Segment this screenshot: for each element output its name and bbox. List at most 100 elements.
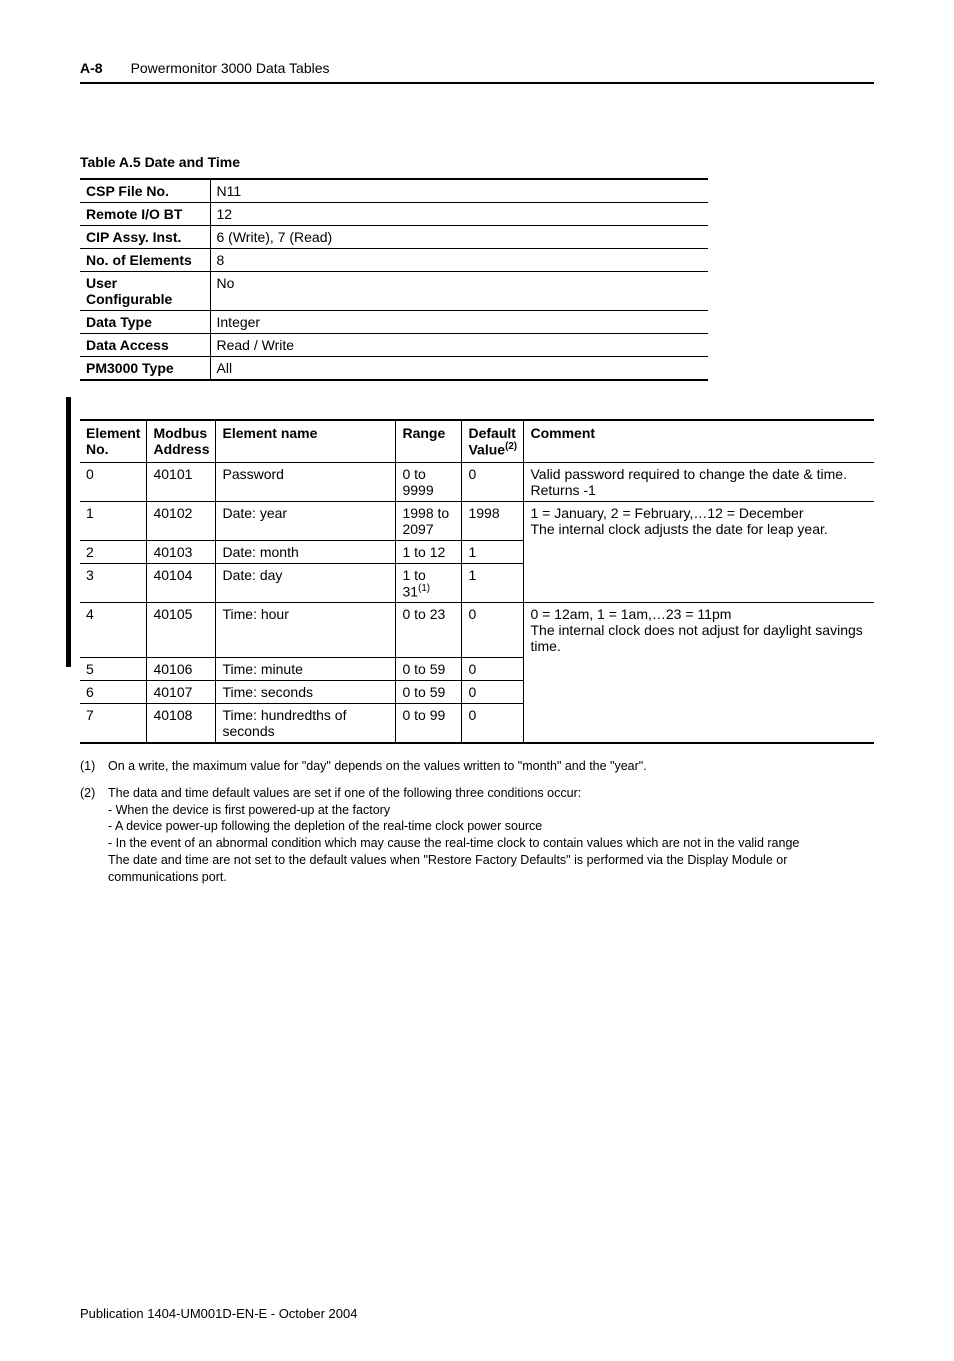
cell-comment	[524, 657, 874, 680]
meta-value: 8	[210, 249, 708, 272]
cell-comment	[524, 703, 874, 743]
cell-element-no: 7	[80, 703, 147, 743]
cell-range: 0 to 23	[396, 603, 462, 658]
cell-name: Time: seconds	[216, 680, 396, 703]
col-element-name: Element name	[216, 420, 396, 462]
col-element-no: Element No.	[80, 420, 147, 462]
col-default-value: Default Value(2)	[462, 420, 524, 462]
table-row: 5 40106 Time: minute 0 to 59 0	[80, 657, 874, 680]
cell-modbus: 40106	[147, 657, 216, 680]
cell-name: Time: hundredths of seconds	[216, 703, 396, 743]
header-rule	[80, 82, 874, 84]
table-row: Data AccessRead / Write	[80, 334, 708, 357]
cell-range: 0 to 99	[396, 703, 462, 743]
cell-comment	[524, 563, 874, 603]
meta-label: User Configurable	[80, 272, 210, 311]
meta-label: CSP File No.	[80, 179, 210, 203]
cell-modbus: 40103	[147, 540, 216, 563]
cell-element-no: 2	[80, 540, 147, 563]
cell-element-no: 3	[80, 563, 147, 603]
cell-modbus: 40105	[147, 603, 216, 658]
cell-comment: 0 = 12am, 1 = 1am,…23 = 11pm The interna…	[524, 603, 874, 658]
cell-range: 0 to 59	[396, 680, 462, 703]
col-comment: Comment	[524, 420, 874, 462]
metadata-table: CSP File No.N11 Remote I/O BT12 CIP Assy…	[80, 178, 708, 381]
table-row: PM3000 TypeAll	[80, 357, 708, 381]
table-row: 4 40105 Time: hour 0 to 23 0 0 = 12am, 1…	[80, 603, 874, 658]
table-row: 3 40104 Date: day 1 to 31(1) 1	[80, 563, 874, 603]
cell-name: Password	[216, 462, 396, 501]
footnote: (2) The data and time default values are…	[80, 785, 874, 886]
footnote-body: On a write, the maximum value for "day" …	[108, 758, 647, 775]
footnote-line: - In the event of an abnormal condition …	[108, 835, 874, 852]
page-number: A-8	[80, 60, 103, 76]
cell-name: Date: year	[216, 501, 396, 540]
table-row: 6 40107 Time: seconds 0 to 59 0	[80, 680, 874, 703]
table-row: Remote I/O BT12	[80, 203, 708, 226]
cell-range: 1 to 31(1)	[396, 563, 462, 603]
table-row: CIP Assy. Inst.6 (Write), 7 (Read)	[80, 226, 708, 249]
cell-range: 0 to 59	[396, 657, 462, 680]
meta-label: PM3000 Type	[80, 357, 210, 381]
cell-name: Time: hour	[216, 603, 396, 658]
cell-modbus: 40101	[147, 462, 216, 501]
cell-default: 1998	[462, 501, 524, 540]
table-row: 2 40103 Date: month 1 to 12 1	[80, 540, 874, 563]
cell-default: 0	[462, 603, 524, 658]
meta-label: Data Access	[80, 334, 210, 357]
change-bar-icon	[66, 397, 71, 667]
footnote-number: (1)	[80, 758, 108, 775]
document-page: A-8 Powermonitor 3000 Data Tables Table …	[0, 0, 954, 1361]
meta-value: N11	[210, 179, 708, 203]
cell-comment: Valid password required to change the da…	[524, 462, 874, 501]
meta-value: 6 (Write), 7 (Read)	[210, 226, 708, 249]
chapter-title: Powermonitor 3000 Data Tables	[131, 60, 330, 76]
meta-value: All	[210, 357, 708, 381]
meta-value: 12	[210, 203, 708, 226]
cell-default: 0	[462, 657, 524, 680]
cell-default: 0	[462, 462, 524, 501]
cell-comment: 1 = January, 2 = February,…12 = December…	[524, 501, 874, 540]
cell-element-no: 5	[80, 657, 147, 680]
meta-value: Integer	[210, 311, 708, 334]
page-header: A-8 Powermonitor 3000 Data Tables	[80, 60, 874, 76]
cell-default: 0	[462, 680, 524, 703]
cell-modbus: 40108	[147, 703, 216, 743]
table-row: 1 40102 Date: year 1998 to 2097 1998 1 =…	[80, 501, 874, 540]
cell-comment	[524, 680, 874, 703]
meta-value: No	[210, 272, 708, 311]
cell-name: Date: day	[216, 563, 396, 603]
cell-modbus: 40104	[147, 563, 216, 603]
footnote-number: (2)	[80, 785, 108, 886]
footnote: (1) On a write, the maximum value for "d…	[80, 758, 874, 775]
cell-default: 1	[462, 563, 524, 603]
table-row: 7 40108 Time: hundredths of seconds 0 to…	[80, 703, 874, 743]
meta-label: CIP Assy. Inst.	[80, 226, 210, 249]
meta-label: Data Type	[80, 311, 210, 334]
col-modbus-address: Modbus Address	[147, 420, 216, 462]
cell-range: 1998 to 2097	[396, 501, 462, 540]
footnote-line: On a write, the maximum value for "day" …	[108, 758, 647, 775]
cell-name: Time: minute	[216, 657, 396, 680]
meta-value: Read / Write	[210, 334, 708, 357]
cell-default: 1	[462, 540, 524, 563]
cell-name: Date: month	[216, 540, 396, 563]
table-header-row: Element No. Modbus Address Element name …	[80, 420, 874, 462]
cell-element-no: 6	[80, 680, 147, 703]
cell-element-no: 4	[80, 603, 147, 658]
cell-default: 0	[462, 703, 524, 743]
footnote-line: - A device power-up following the deplet…	[108, 818, 874, 835]
table-row: User ConfigurableNo	[80, 272, 708, 311]
cell-element-no: 1	[80, 501, 147, 540]
cell-range: 0 to 9999	[396, 462, 462, 501]
table-row: Data TypeInteger	[80, 311, 708, 334]
meta-label: No. of Elements	[80, 249, 210, 272]
table-caption: Table A.5 Date and Time	[80, 154, 874, 170]
table-row: No. of Elements8	[80, 249, 708, 272]
footnote-body: The data and time default values are set…	[108, 785, 874, 886]
publication-info: Publication 1404-UM001D-EN-E - October 2…	[80, 1306, 874, 1321]
cell-element-no: 0	[80, 462, 147, 501]
data-table: Element No. Modbus Address Element name …	[80, 419, 874, 744]
footnote-line: The date and time are not set to the def…	[108, 852, 874, 886]
footnote-line: The data and time default values are set…	[108, 785, 874, 802]
